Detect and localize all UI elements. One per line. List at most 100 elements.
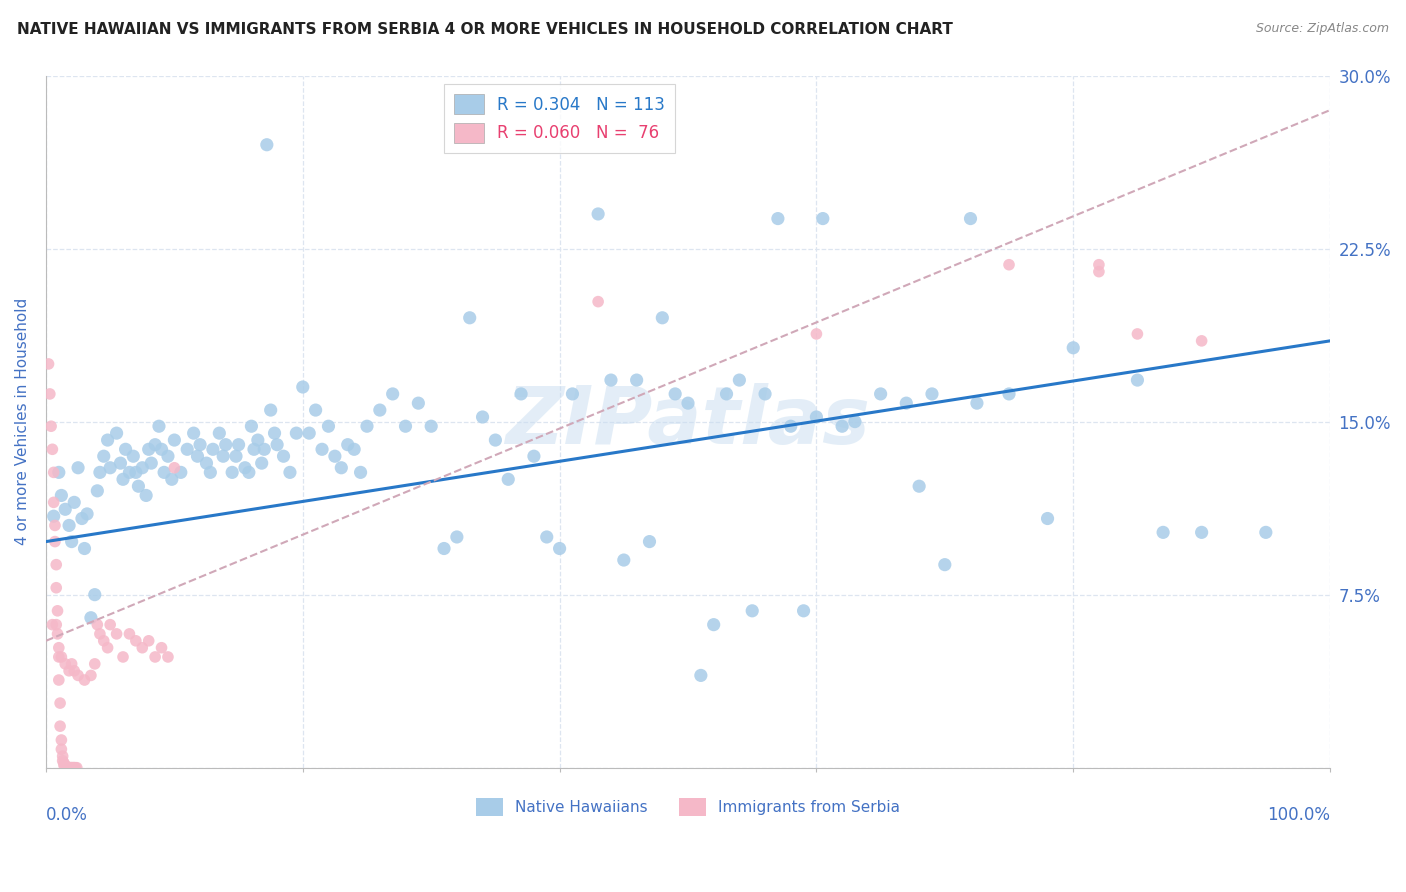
Point [1126,373,1149,387]
Point [97,640,120,655]
Point [561,387,583,401]
Point [156,449,179,463]
Point [536,530,558,544]
Point [110,456,132,470]
Point [600,373,623,387]
Point [125,466,148,480]
Point [60,761,83,775]
Point [163,433,186,447]
Point [60,534,83,549]
Point [484,433,506,447]
Point [186,449,208,463]
Point [62,761,84,775]
Point [52,756,75,770]
Point [458,310,481,325]
Point [45,558,67,572]
Point [48,649,70,664]
Point [278,466,301,480]
Point [127,479,149,493]
Point [381,387,404,401]
Point [664,387,686,401]
Point [676,396,699,410]
Point [1254,525,1277,540]
Point [1152,525,1174,540]
Point [256,137,278,152]
Point [93,633,115,648]
Point [70,511,93,525]
Point [53,657,76,671]
Point [46,604,69,618]
Point [51,488,73,502]
Point [754,387,776,401]
Point [86,617,108,632]
Point [41,617,63,632]
Point [349,466,371,480]
Point [323,449,346,463]
Point [46,627,69,641]
Point [122,449,145,463]
Point [150,640,173,655]
Point [67,460,90,475]
Point [908,479,931,493]
Point [998,258,1021,272]
Point [304,403,326,417]
Point [766,211,789,226]
Point [250,456,273,470]
Point [83,657,105,671]
Point [153,466,176,480]
Point [135,488,157,502]
Point [298,426,321,441]
Point [118,466,141,480]
Point [55,761,77,775]
Point [966,396,988,410]
Point [689,668,711,682]
Point [201,442,224,457]
Point [221,466,243,480]
Point [188,438,211,452]
Point [89,627,111,641]
Point [80,611,103,625]
Point [703,617,725,632]
Point [311,442,333,457]
Point [263,426,285,441]
Point [243,442,266,457]
Point [53,502,76,516]
Point [1191,525,1213,540]
Point [114,442,136,457]
Point [1036,511,1059,525]
Point [1126,326,1149,341]
Point [49,696,72,710]
Point [76,507,98,521]
Point [266,438,288,452]
Point [496,472,519,486]
Point [105,426,128,441]
Legend: Native Hawaiians, Immigrants from Serbia: Native Hawaiians, Immigrants from Serbia [470,791,907,822]
Point [959,211,981,226]
Point [52,754,75,768]
Point [343,442,366,457]
Point [253,442,276,457]
Point [55,761,77,775]
Point [806,326,828,341]
Point [148,419,170,434]
Point [613,553,636,567]
Point [408,396,430,410]
Point [41,442,63,457]
Point [238,466,260,480]
Point [998,387,1021,401]
Point [285,426,308,441]
Point [51,742,73,756]
Point [163,460,186,475]
Point [1062,341,1084,355]
Point [728,373,751,387]
Point [105,627,128,641]
Point [58,761,80,775]
Point [356,419,378,434]
Point [56,761,79,775]
Point [1088,265,1111,279]
Point [98,617,121,632]
Point [208,426,231,441]
Point [246,433,269,447]
Point [716,387,738,401]
Point [446,530,468,544]
